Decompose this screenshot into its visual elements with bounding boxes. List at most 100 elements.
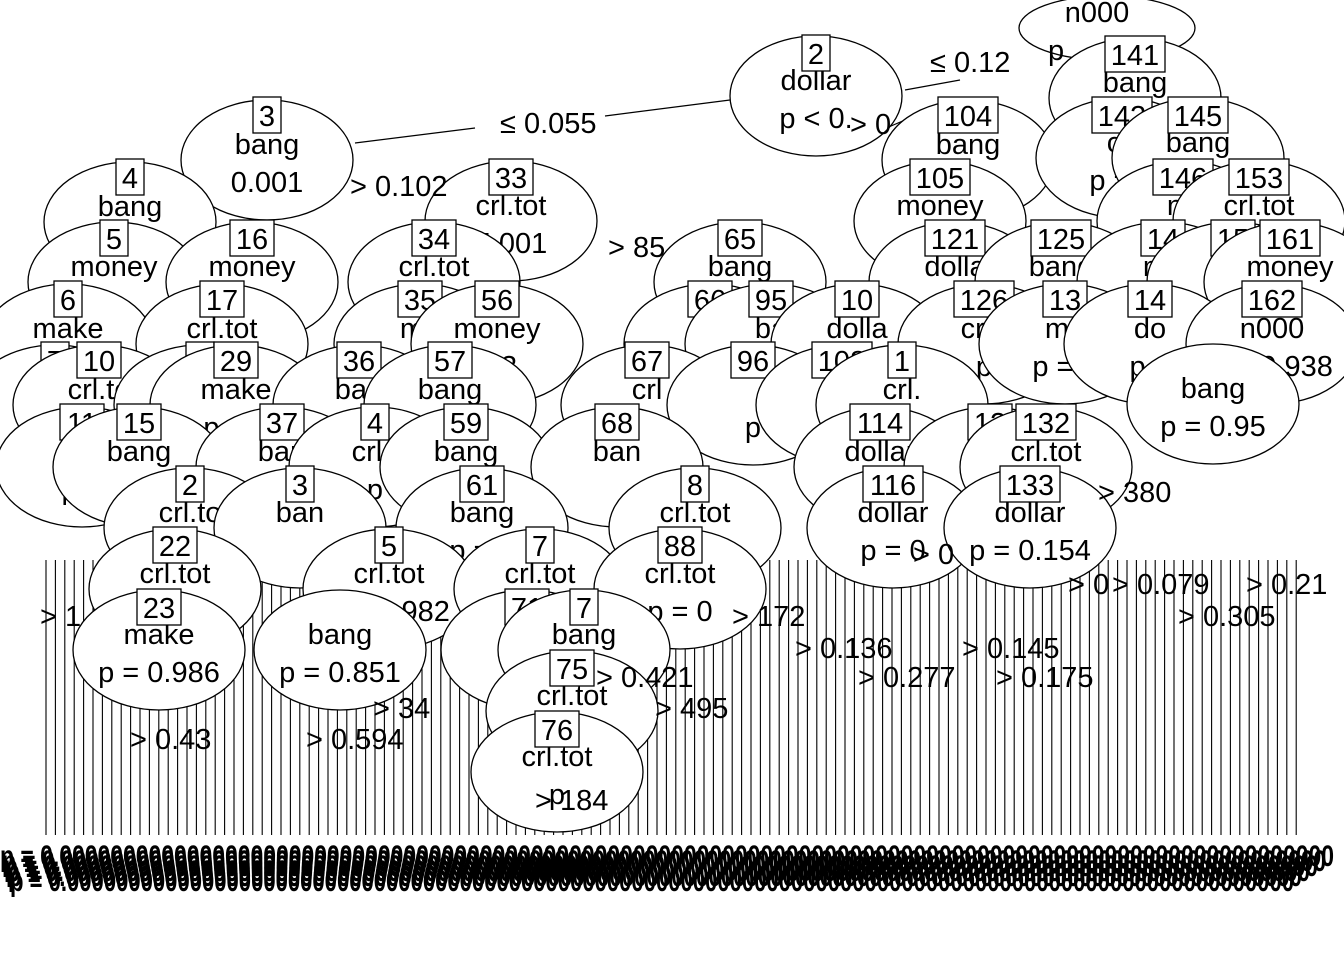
node-variable: dolla: [826, 313, 888, 345]
node-id-box: [116, 403, 162, 441]
node-variable: bang: [936, 129, 1001, 161]
node-id: 1: [894, 346, 910, 378]
node-variable: n000: [1240, 313, 1305, 345]
node-id-box: [717, 219, 763, 257]
node-id: 7: [532, 531, 548, 563]
edge-split-label: > 0.421: [596, 662, 694, 694]
node-id-box: [459, 465, 505, 503]
node-ellipse: [1126, 343, 1300, 465]
node-id: 95: [755, 285, 787, 317]
tree-nodes: pn000pbang141dollarp < 0.2bang104crlp = …: [0, 0, 1344, 833]
node-id: 4: [367, 408, 383, 440]
node-id-box: [924, 219, 986, 257]
edge-split-label: > 0.21: [1246, 569, 1327, 601]
node-id-box: [336, 341, 382, 379]
edge-split-label: > 0: [913, 539, 954, 571]
node-id-box: [849, 403, 911, 441]
node-id-box: [534, 710, 580, 748]
edge-split-label: > 380: [1098, 477, 1171, 509]
node-variable: crl.tot: [187, 313, 258, 345]
edge-labels: ≤ 0.12≤ 0.055 > 0> 0.102> 85> 380> 0.079 >…: [40, 47, 1327, 817]
node-id-box: [549, 649, 595, 687]
node-id: 2: [808, 39, 824, 71]
node-id: 10: [841, 285, 873, 317]
node-id-box: [1167, 96, 1229, 134]
node-id: 10: [83, 346, 115, 378]
node-p-value: p: [745, 412, 761, 444]
terminal-label-text: p = 0.0000000000000000000000000000000000…: [8, 860, 1302, 893]
node-id: 104: [944, 101, 992, 133]
node-id: 116: [870, 470, 916, 502]
node-id-box: [76, 341, 122, 379]
edge-split-label: > 0.102: [350, 171, 448, 203]
node-id: 6: [60, 285, 76, 317]
node-id: 33: [495, 163, 527, 195]
tree-edge: [604, 99, 731, 117]
node-id: 8: [687, 470, 703, 502]
node-id-box: [730, 341, 776, 379]
node-p-value: p = 0.154: [969, 535, 1091, 567]
node-id-box: [252, 96, 282, 134]
node-p-value: p: [1048, 35, 1064, 67]
node-p-value: p = 0.851: [279, 657, 401, 689]
edge-split-label: > 0.277: [858, 662, 956, 694]
node-id: 67: [631, 346, 663, 378]
node-id-box: [1015, 403, 1077, 441]
node-variable: bang: [434, 436, 499, 468]
node-id: 3: [292, 470, 308, 502]
node-id-box: [285, 465, 315, 503]
tree-node: bang 0.001 3: [180, 96, 354, 221]
node-id: 153: [1235, 163, 1283, 195]
node-id: 17: [206, 285, 238, 317]
node-id-box: [213, 341, 259, 379]
node-id: 23: [143, 593, 175, 625]
node-id-box: [525, 526, 555, 564]
node-id-box: [259, 403, 305, 441]
node-id: 141: [1111, 40, 1159, 72]
node-id: 57: [434, 346, 466, 378]
edge-split-label: > 0.594: [306, 724, 404, 756]
node-id: 4: [122, 163, 138, 195]
node-id-box: [569, 588, 599, 626]
node-id: 36: [343, 346, 375, 378]
node-id-box: [624, 341, 670, 379]
node-id-box: [229, 219, 275, 257]
node-ellipse: [253, 589, 427, 711]
node-id: 3: [259, 101, 275, 133]
node-id: 16: [236, 224, 268, 256]
node-id: 34: [418, 224, 450, 256]
tree-edge: [354, 127, 476, 144]
node-id-box: [411, 219, 457, 257]
edge-split-label: > 1: [40, 601, 81, 633]
node-id: 7: [576, 593, 592, 625]
edge-split-label: > 0.136: [795, 633, 893, 665]
node-variable: bang: [107, 436, 172, 468]
node-id: 2: [182, 470, 198, 502]
terminal-label-text: p = 0.0000000000000000000000000000000000…: [6, 855, 1310, 888]
tree-node: bang p = 0.851: [253, 589, 427, 711]
edge-split-label: > 0: [850, 109, 891, 141]
node-id-box: [199, 280, 245, 318]
node-id: 162: [1248, 285, 1296, 317]
node-id-box: [136, 588, 182, 626]
edge-split-label: ≤ 0.12: [930, 47, 1010, 79]
edge-split-label: > 85: [608, 232, 665, 264]
edge-split-label: > 0.175: [996, 662, 1094, 694]
node-id-box: [1104, 35, 1166, 73]
node-variable: money: [453, 313, 541, 345]
node-id: 75: [556, 654, 588, 686]
node-variable: bang: [98, 191, 163, 223]
node-variable: bang: [418, 374, 483, 406]
node-id-box: [887, 341, 917, 379]
node-id-box: [360, 403, 390, 441]
edge-split-label: > 0.145: [962, 633, 1060, 665]
node-id-box: [834, 280, 880, 318]
node-id: 15: [123, 408, 155, 440]
edge-split-label: > 184: [535, 785, 608, 817]
node-id: 56: [481, 285, 513, 317]
node-id: 29: [220, 346, 252, 378]
